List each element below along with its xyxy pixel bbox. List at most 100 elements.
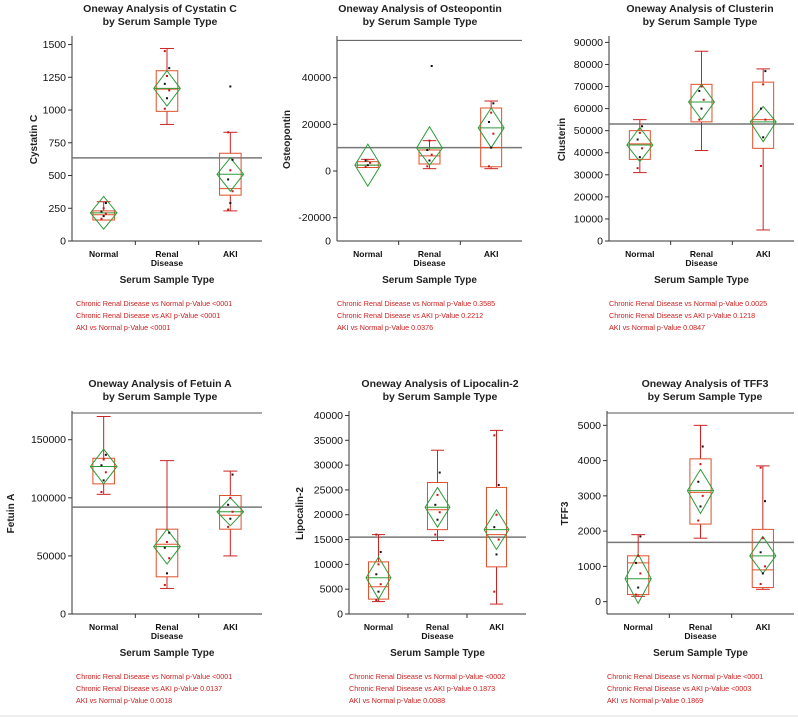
- mean-diamond: [153, 528, 181, 565]
- data-point: [168, 531, 171, 534]
- y-tick-label: 80000: [574, 59, 603, 71]
- group-3: [216, 85, 245, 212]
- mean-diamond: [415, 125, 444, 166]
- data-point: [377, 590, 380, 593]
- chart-title: Oneway Analysis of Cystatin C: [83, 3, 237, 15]
- category-label: Normal: [89, 622, 118, 632]
- group-1: [624, 534, 652, 605]
- data-point: [229, 496, 232, 499]
- box-iqr: [480, 107, 503, 168]
- data-point: [637, 586, 640, 589]
- data-point: [638, 156, 641, 159]
- category-label: Renal: [418, 249, 441, 259]
- group-1: [626, 119, 654, 174]
- p-value-note: Chronic Renal Disease vs Normal p-Value …: [76, 299, 232, 308]
- data-point: [493, 590, 496, 593]
- data-point: [634, 561, 637, 564]
- p-value-note: AKI vs Normal p-Value 0.0847: [609, 323, 705, 332]
- category-label: Disease: [413, 258, 445, 268]
- chart-title: Oneway Analysis of Fetuin A: [88, 378, 232, 390]
- data-point: [487, 121, 490, 123]
- category-label: AKI: [223, 622, 238, 632]
- chart-subtitle: by Serum Sample Type: [363, 16, 478, 28]
- data-point: [229, 85, 232, 88]
- x-axis-label: Serum Sample Type: [382, 275, 477, 286]
- data-point: [366, 164, 369, 167]
- y-tick-label: 1000: [43, 105, 67, 117]
- data-point: [231, 473, 234, 476]
- data-point: [104, 453, 107, 456]
- chart-subtitle: by Serum Sample Type: [103, 391, 218, 403]
- data-point: [229, 169, 232, 172]
- category-label: Disease: [421, 631, 453, 641]
- y-tick-label: 50000: [37, 550, 66, 562]
- data-point: [100, 217, 103, 220]
- box-iqr: [485, 486, 508, 568]
- chart-panel-4: Oneway Analysis of Fetuin Aby Serum Samp…: [6, 378, 262, 705]
- y-tick-label: 1500: [43, 39, 67, 51]
- y-tick-label: 25000: [314, 484, 343, 496]
- group-2: [153, 47, 181, 125]
- y-tick-label: 20000: [574, 191, 603, 203]
- data-point: [699, 505, 702, 508]
- chart-subtitle: by Serum Sample Type: [103, 16, 218, 28]
- y-tick-label: 20000: [314, 509, 343, 521]
- p-value-note: Chronic Renal Disease vs Normal p-Value …: [76, 672, 232, 681]
- data-point: [163, 82, 166, 85]
- data-point: [764, 70, 767, 73]
- data-point: [100, 464, 103, 467]
- data-point: [434, 533, 437, 536]
- data-point: [102, 479, 105, 482]
- data-point: [493, 434, 496, 437]
- chart-subtitle: by Serum Sample Type: [383, 391, 498, 403]
- group-3: [483, 429, 510, 605]
- data-point: [490, 146, 493, 149]
- category-label: Renal: [155, 622, 178, 632]
- box-iqr: [367, 561, 390, 600]
- data-point: [231, 158, 234, 161]
- group-1: [365, 533, 392, 603]
- y-tick-label: 40000: [574, 147, 603, 159]
- y-axis-label: Osteopontin: [282, 110, 293, 169]
- category-label: Disease: [685, 258, 717, 268]
- data-point: [104, 212, 107, 215]
- data-point: [364, 159, 367, 162]
- data-point: [428, 159, 431, 162]
- data-point: [434, 503, 437, 506]
- chart-title: Oneway Analysis of TFF3: [642, 378, 769, 390]
- data-point: [764, 118, 767, 121]
- chart-subtitle: by Serum Sample Type: [643, 16, 758, 28]
- y-tick-label: 35000: [314, 435, 343, 447]
- group-1: [89, 195, 118, 231]
- category-label: AKI: [223, 249, 238, 259]
- y-tick-label: 2000: [578, 526, 602, 538]
- y-tick-label: -20000: [298, 212, 331, 224]
- data-point: [759, 551, 762, 554]
- box-iqr: [690, 83, 713, 123]
- group-3: [749, 465, 777, 590]
- data-point: [227, 178, 230, 181]
- data-point: [492, 102, 495, 105]
- data-point: [761, 572, 764, 575]
- y-tick-label: 0: [595, 596, 601, 608]
- category-label: Disease: [151, 631, 183, 641]
- data-point: [699, 463, 702, 466]
- data-point: [227, 208, 230, 211]
- mean-diamond: [626, 126, 654, 163]
- p-value-note: Chronic Renal Disease vs AKI p-Value 0.1…: [609, 311, 755, 320]
- data-point: [166, 74, 168, 77]
- x-axis-label: Serum Sample Type: [653, 648, 748, 659]
- category-label: Disease: [684, 631, 716, 641]
- y-tick-label: 0: [60, 236, 66, 248]
- y-tick-label: 1000: [578, 561, 602, 573]
- group-3: [749, 68, 777, 231]
- data-point: [701, 445, 704, 448]
- box-iqr: [356, 161, 379, 169]
- mean-diamond: [424, 486, 451, 529]
- data-point: [495, 513, 498, 516]
- p-value-note: AKI vs Normal p-Value <0001: [76, 323, 170, 332]
- p-value-note: AKI vs Normal p-Value 0.0376: [337, 323, 433, 332]
- mean-diamond: [624, 552, 652, 605]
- category-label: Renal: [155, 249, 178, 259]
